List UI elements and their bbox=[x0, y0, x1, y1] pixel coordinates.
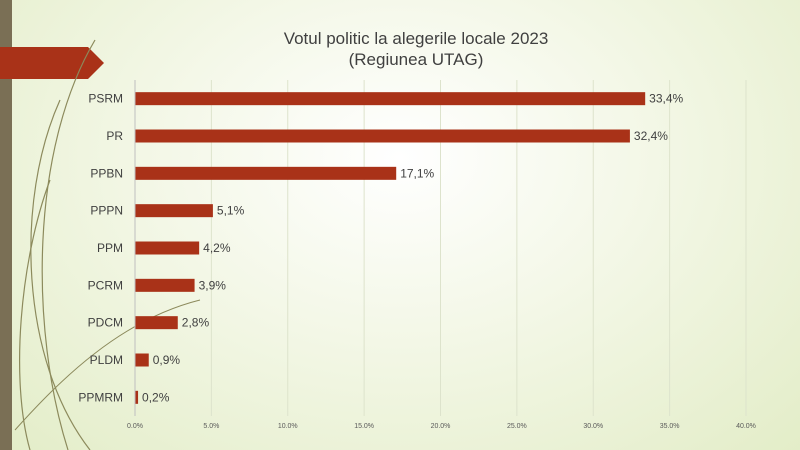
x-tick-label: 35.0% bbox=[660, 423, 680, 430]
bar bbox=[135, 129, 630, 143]
category-label: PR bbox=[106, 129, 123, 143]
value-label: 5,1% bbox=[217, 204, 245, 218]
category-label: PDCM bbox=[88, 316, 123, 330]
category-label: PPM bbox=[97, 241, 123, 255]
decorative-curve-4 bbox=[14, 299, 201, 431]
decorative-curve-2 bbox=[30, 99, 91, 450]
left-decorative-band bbox=[0, 0, 12, 450]
x-tick-label: 20.0% bbox=[431, 423, 451, 430]
category-label: PPBN bbox=[90, 166, 123, 180]
value-label: 3,9% bbox=[199, 278, 227, 292]
value-label: 17,1% bbox=[400, 166, 434, 180]
value-label: 4,2% bbox=[203, 241, 231, 255]
value-label: 2,8% bbox=[182, 316, 210, 330]
category-label: PCRM bbox=[88, 278, 123, 292]
bar bbox=[135, 390, 139, 404]
bar bbox=[135, 316, 178, 330]
x-tick-label: 5.0% bbox=[203, 423, 219, 430]
category-label: PSRM bbox=[88, 92, 123, 106]
bar bbox=[135, 241, 200, 255]
category-label: PLDM bbox=[90, 353, 123, 367]
x-tick-label: 40.0% bbox=[736, 423, 756, 430]
category-label: PPPN bbox=[90, 204, 123, 218]
bar bbox=[135, 278, 195, 292]
value-label: 32,4% bbox=[634, 129, 668, 143]
bar bbox=[135, 204, 213, 218]
chart-title-block: Votul politic la alegerile locale 2023 (… bbox=[216, 28, 616, 70]
value-label: 0,9% bbox=[153, 353, 181, 367]
x-tick-label: 15.0% bbox=[354, 423, 374, 430]
chart-subtitle: (Regiunea UTAG) bbox=[348, 50, 484, 69]
x-tick-label: 25.0% bbox=[507, 423, 527, 430]
x-tick-label: 10.0% bbox=[278, 423, 298, 430]
value-label: 33,4% bbox=[649, 92, 683, 106]
x-tick-label: 0.0% bbox=[127, 423, 143, 430]
chart-title: Votul politic la alegerile locale 2023 bbox=[283, 29, 549, 48]
decorative-curve-1 bbox=[41, 39, 96, 450]
value-label: 0,2% bbox=[142, 390, 170, 404]
category-label: PPMRM bbox=[78, 390, 123, 404]
bar bbox=[135, 166, 397, 180]
bar bbox=[135, 353, 149, 367]
bar bbox=[135, 92, 646, 106]
x-tick-label: 30.0% bbox=[583, 423, 603, 430]
title-arrow-shape bbox=[0, 47, 104, 79]
